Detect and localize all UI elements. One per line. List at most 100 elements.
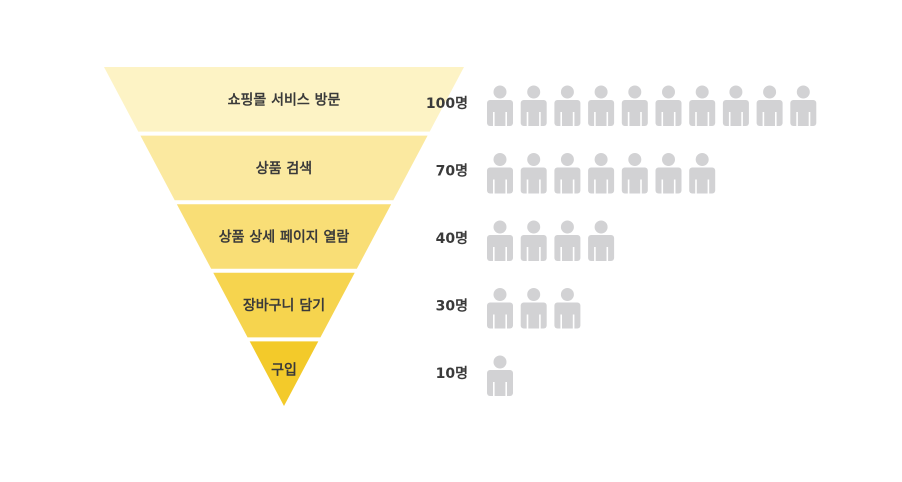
person-arm-gap — [572, 314, 575, 329]
person-head — [560, 220, 574, 234]
funnel-stage-label: 장바구니 담기 — [243, 297, 325, 314]
person-head — [493, 288, 507, 301]
person-icon — [487, 355, 513, 396]
count-label: 40명 — [436, 230, 468, 247]
person-arm-gap — [526, 179, 529, 194]
person-icon — [487, 220, 513, 261]
person-arm-gap — [526, 247, 529, 261]
count-label: 70명 — [436, 163, 468, 180]
count-label: 10명 — [436, 365, 468, 382]
person-body — [588, 235, 615, 261]
person-arm-gap — [493, 179, 495, 194]
person-icon — [790, 85, 817, 126]
person-head — [594, 153, 608, 166]
person-arm-gap — [707, 112, 710, 126]
person-arm-gap — [560, 247, 562, 261]
person-body — [588, 167, 615, 194]
person-icon — [655, 85, 682, 126]
funnel-stage-1 — [104, 67, 464, 132]
person-icon — [487, 288, 513, 329]
person-arm-gap — [728, 112, 731, 126]
person-arm-gap — [505, 314, 507, 329]
person-body — [520, 167, 547, 194]
person-body — [756, 100, 783, 126]
person-body — [487, 100, 513, 126]
person-head — [493, 85, 507, 99]
person-arm-gap — [594, 112, 596, 126]
person-arm-gap — [505, 179, 507, 194]
person-icon — [554, 153, 581, 194]
person-arm-gap — [627, 112, 630, 126]
person-body — [689, 100, 716, 126]
person-arm-gap — [661, 179, 664, 194]
funnel-stage-label: 상품 검색 — [256, 160, 312, 177]
person-icon — [588, 153, 615, 194]
person-head — [662, 85, 675, 99]
person-arm-gap — [493, 247, 495, 261]
person-arm-gap — [594, 179, 596, 194]
person-head — [662, 153, 675, 166]
person-arm-gap — [606, 112, 609, 126]
person-arm-gap — [594, 247, 596, 261]
funnel-stage-label: 구입 — [271, 362, 297, 378]
person-arm-gap — [505, 382, 507, 396]
person-icon — [520, 85, 547, 126]
person-icon — [554, 220, 581, 261]
person-arm-gap — [796, 112, 798, 126]
person-body — [554, 235, 581, 261]
person-arm-gap — [539, 314, 541, 329]
person-arm-gap — [572, 247, 575, 261]
person-arm-gap — [606, 247, 609, 261]
person-icon — [689, 85, 716, 126]
person-arm-gap — [762, 112, 765, 126]
person-arm-gap — [572, 179, 575, 194]
person-icon — [756, 85, 783, 126]
person-head — [695, 153, 709, 166]
person-head — [695, 85, 709, 99]
person-icon — [520, 153, 547, 194]
person-icon — [554, 85, 581, 126]
person-icon — [722, 85, 749, 126]
person-arm-gap — [493, 314, 495, 329]
person-arm-gap — [627, 179, 630, 194]
person-icon — [487, 85, 513, 126]
funnel-stage-2 — [140, 135, 428, 201]
person-body — [722, 100, 749, 126]
person-body — [554, 302, 581, 329]
person-arm-gap — [539, 112, 541, 126]
person-arm-gap — [493, 112, 495, 126]
funnel-stage-label: 상품 상세 페이지 열람 — [219, 229, 350, 246]
person-head — [527, 85, 541, 99]
person-arm-gap — [775, 112, 777, 126]
person-arm-gap — [640, 112, 642, 126]
person-head — [796, 85, 810, 99]
person-body — [487, 302, 513, 329]
person-head — [493, 153, 507, 166]
person-body — [520, 302, 547, 329]
person-body — [487, 370, 513, 396]
person-arm-gap — [505, 112, 507, 126]
person-arm-gap — [741, 112, 743, 126]
funnel-stage-4 — [213, 272, 355, 338]
person-head — [493, 355, 507, 369]
person-arm-gap — [640, 179, 642, 194]
person-icon — [487, 153, 513, 194]
person-body — [487, 235, 513, 261]
person-icon — [621, 153, 648, 194]
person-icon — [655, 153, 682, 194]
person-arm-gap — [526, 314, 529, 329]
person-body — [655, 100, 682, 126]
person-icon — [621, 85, 648, 126]
person-head — [594, 85, 608, 99]
funnel-stage-5 — [249, 341, 319, 406]
person-arm-gap — [695, 112, 697, 126]
person-icon — [588, 220, 615, 261]
person-arm-gap — [493, 382, 495, 396]
person-arm-gap — [505, 247, 507, 261]
person-body — [790, 100, 817, 126]
person-body — [655, 167, 682, 194]
person-body — [487, 167, 513, 194]
person-head — [628, 153, 642, 166]
person-arm-gap — [707, 179, 710, 194]
